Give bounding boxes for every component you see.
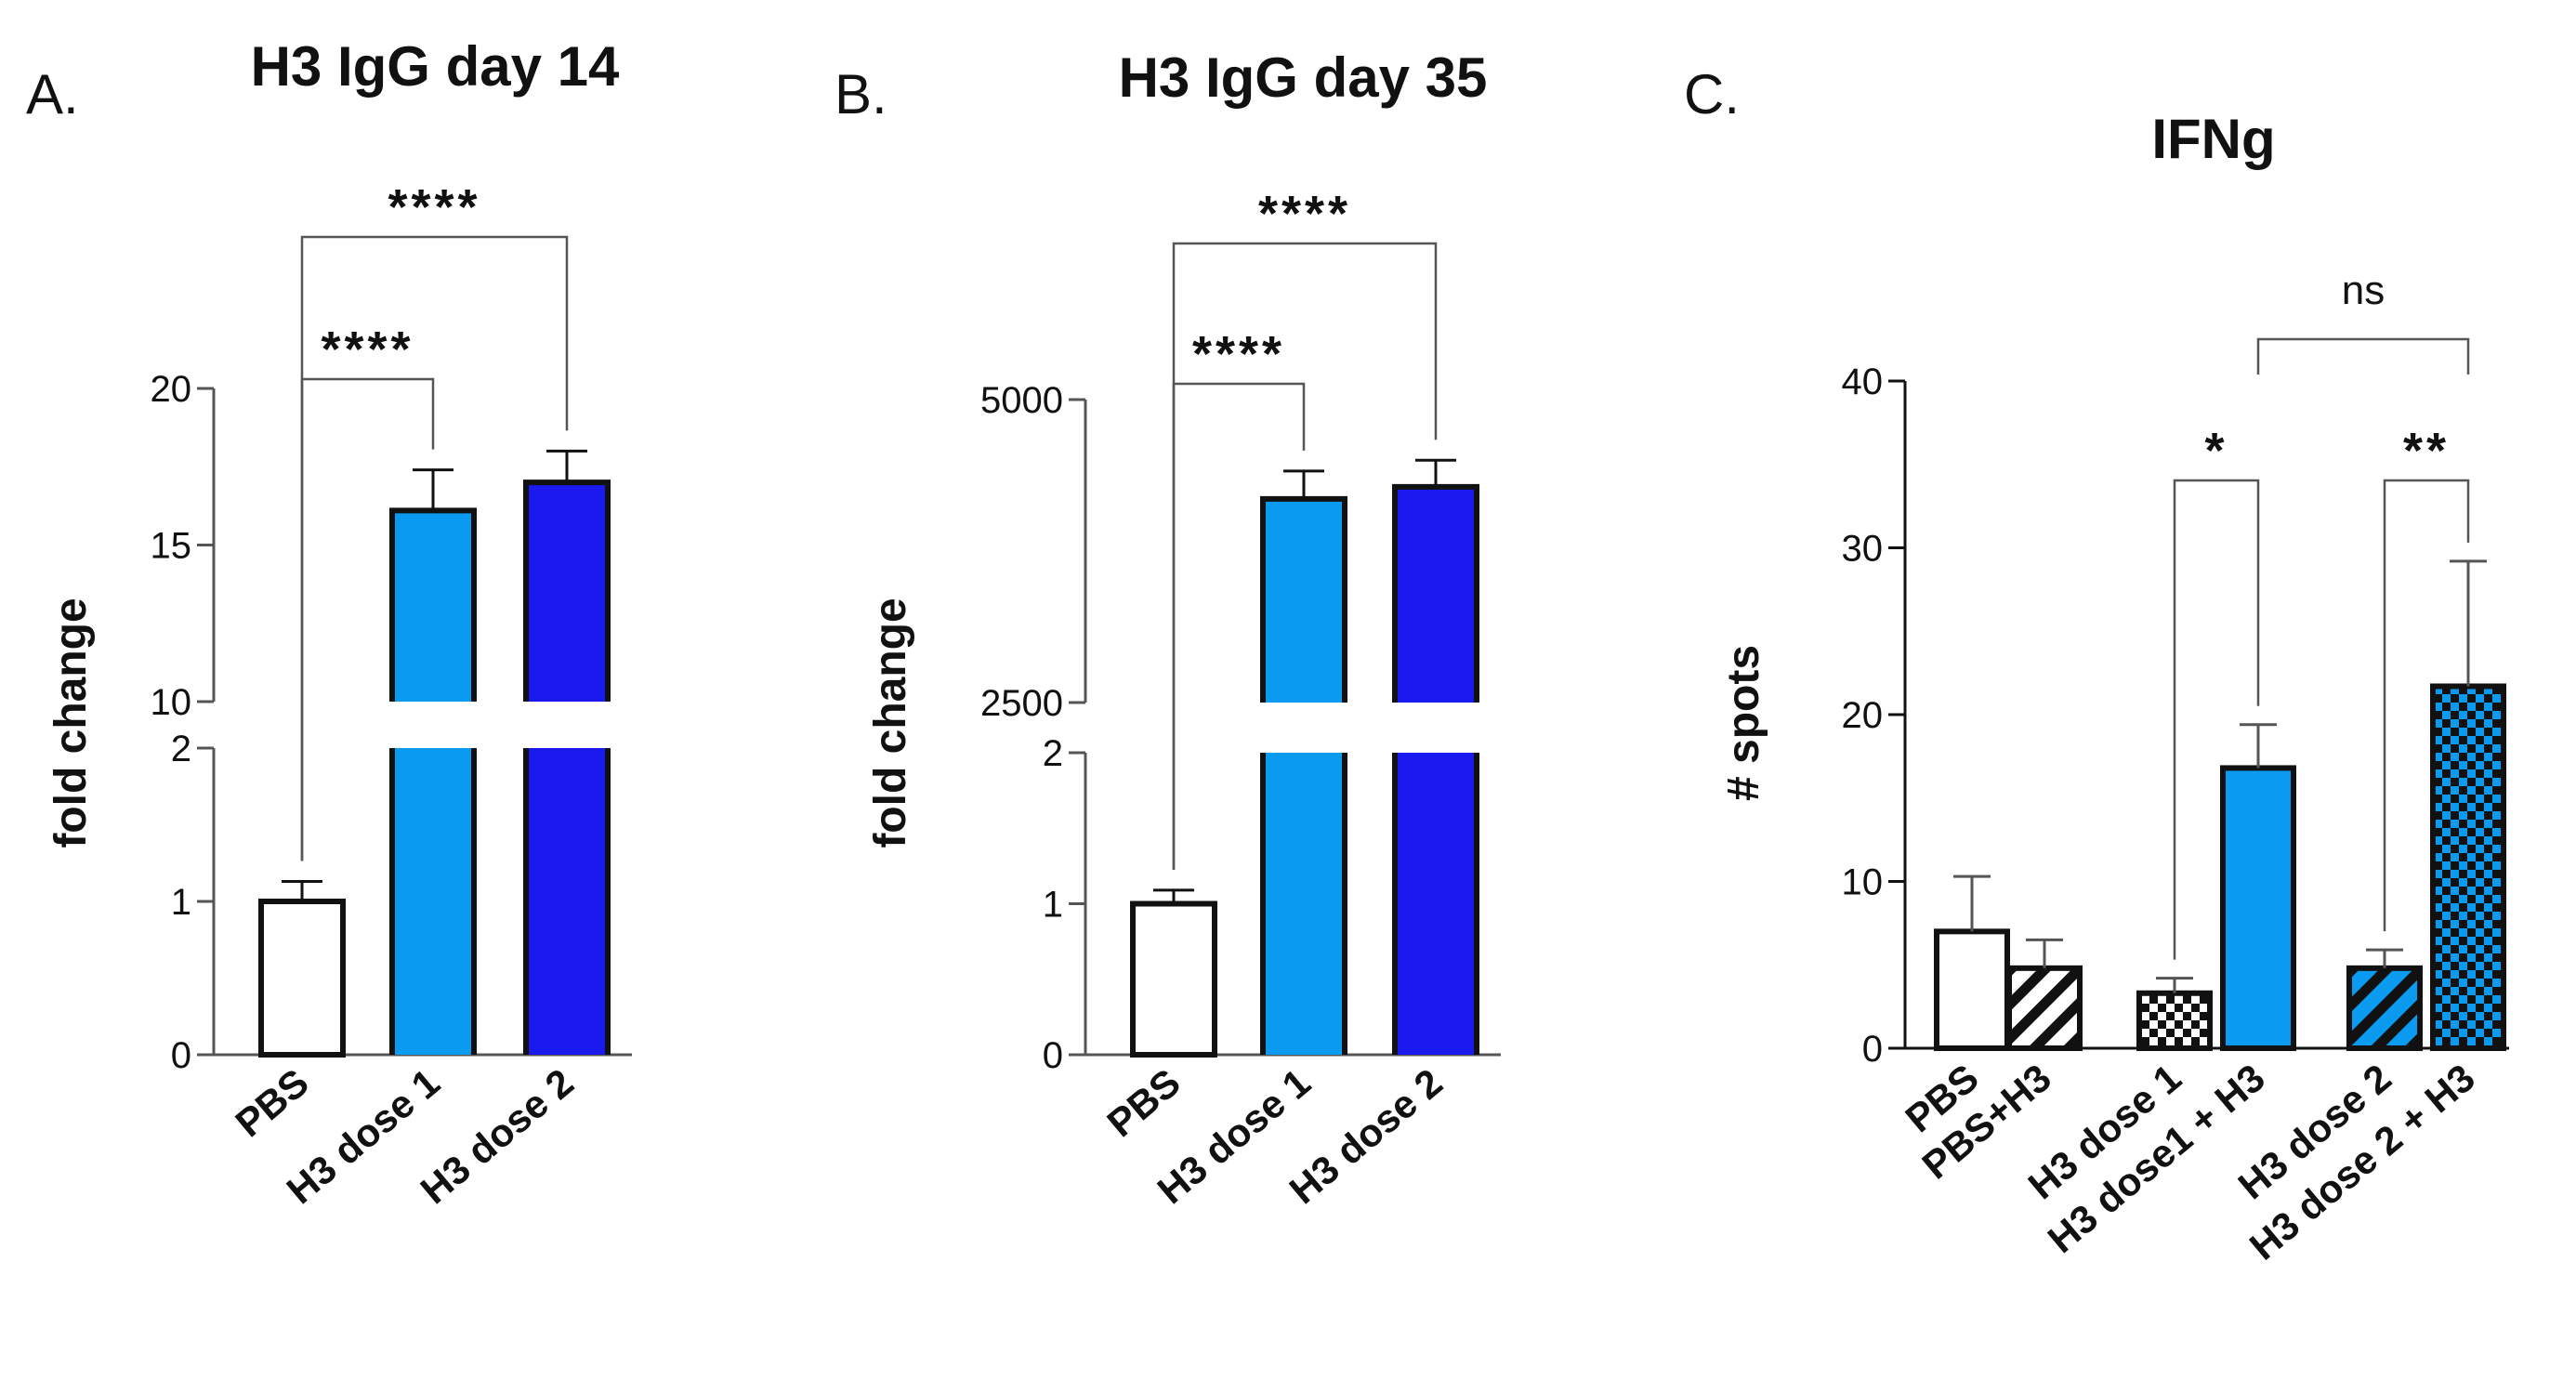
- panel-a-y-tick-label-10: 10: [151, 682, 192, 723]
- panel-a-y-tick-label-20: 20: [151, 369, 192, 410]
- panel-a-bar-h3-dose-2-upper: [526, 482, 608, 702]
- panel-b-bar-h3-dose-1-upper: [1263, 498, 1345, 703]
- panel-b: B. H3 IgG day 35 fold change 0 1 2 2500 5000…: [835, 46, 1501, 1212]
- panel-c-y-tick-label-20: 20: [1842, 695, 1884, 736]
- panel-a-bar-h3-dose-2: [523, 480, 611, 1055]
- panel-a-bar-h3-dose-1-lower: [392, 748, 474, 1055]
- panel-c-sig-label-3: ns: [2342, 268, 2385, 313]
- panel-c-y-tick-label-0: 0: [1862, 1029, 1883, 1070]
- panel-a-bar-pbs: [258, 899, 346, 1058]
- panel-c-bar-h3-dose-2: [2346, 965, 2423, 1051]
- panel-c-sig-label-2: **: [2403, 423, 2450, 479]
- panel-a-sig-label-2: ****: [388, 179, 480, 235]
- panel-a-y-axis-title: fold change: [46, 598, 96, 848]
- panel-c-bar-h3-dose1-h3: [2220, 765, 2296, 1051]
- panel-b-y-tick-label-0: 0: [1043, 1035, 1063, 1076]
- panel-c-title: IFNg: [2151, 108, 2275, 170]
- panel-a-y-tick-label-15: 15: [151, 526, 192, 567]
- panel-c-sig-label-1: *: [2204, 423, 2228, 479]
- panel-a-x-label-pbs: PBS: [227, 1060, 316, 1146]
- panel-c-y-tick-label-10: 10: [1842, 862, 1884, 903]
- panel-c-sig-bracket-1: [2173, 479, 2260, 960]
- panel-b-sig-bracket-2: [1172, 242, 1438, 870]
- panel-c-y-tick-label-40: 40: [1842, 361, 1884, 402]
- panel-b-y-tick-label-2500: 2500: [980, 683, 1063, 724]
- panel-a-letter: A.: [26, 63, 79, 125]
- panel-c-y-tick-label-30: 30: [1842, 529, 1884, 570]
- panel-b-x-label-pbs: PBS: [1098, 1060, 1188, 1146]
- panel-c-sig-bracket-3: [2256, 337, 2470, 375]
- panel-a-y-tick-label-2: 2: [171, 729, 191, 769]
- panel-a-sig-label-1: ****: [321, 322, 414, 377]
- panel-b-sig-label-2: ****: [1258, 186, 1351, 242]
- panel-b-bar-h3-dose-2: [1392, 483, 1479, 1055]
- panel-c-letter: C.: [1684, 63, 1740, 125]
- panel-a-sig-bracket-2: [300, 235, 569, 861]
- panel-b-letter: B.: [835, 63, 887, 125]
- panel-c-bar-h3-dose-2-h3: [2430, 683, 2506, 1051]
- panel-b-y-tick-label-1: 1: [1043, 885, 1063, 926]
- panel-a-bar-h3-dose-1: [389, 507, 477, 1055]
- panel-a-y-tick-label-1: 1: [171, 882, 191, 923]
- panel-c-y-axis-title: # spots: [1719, 645, 1768, 801]
- panel-b-bar-h3-dose-2-lower: [1395, 753, 1477, 1055]
- panel-c-bar-h3-dose-1: [2136, 990, 2213, 1052]
- panel-c-bar-pbs-h3: [2006, 965, 2083, 1051]
- panel-b-sig-label-1: ****: [1192, 326, 1285, 382]
- panel-a-bar-h3-dose-2-lower: [526, 748, 608, 1055]
- panel-c-sig-bracket-2: [2383, 479, 2470, 932]
- panel-a-title: H3 IgG day 14: [251, 35, 620, 98]
- panel-b-y-tick-label-2: 2: [1043, 733, 1063, 774]
- panel-b-bar-pbs: [1130, 900, 1217, 1058]
- panel-a: A. H3 IgG day 14 fold change 0 1 2 10 15 20 PB…: [26, 35, 632, 1212]
- panel-b-bar-h3-dose-1: [1260, 495, 1347, 1055]
- panel-b-title: H3 IgG day 35: [1119, 46, 1488, 109]
- panel-b-bar-h3-dose-2-upper: [1395, 486, 1477, 703]
- panel-b-y-axis-title: fold change: [866, 598, 915, 848]
- panel-c-bar-pbs: [1934, 928, 2010, 1051]
- panel-a-y-tick-label-0: 0: [171, 1035, 191, 1076]
- panel-a-bar-h3-dose-1-upper: [392, 510, 474, 702]
- panel-b-y-tick-label-5000: 5000: [980, 380, 1063, 421]
- panel-b-bar-h3-dose-1-lower: [1263, 753, 1345, 1055]
